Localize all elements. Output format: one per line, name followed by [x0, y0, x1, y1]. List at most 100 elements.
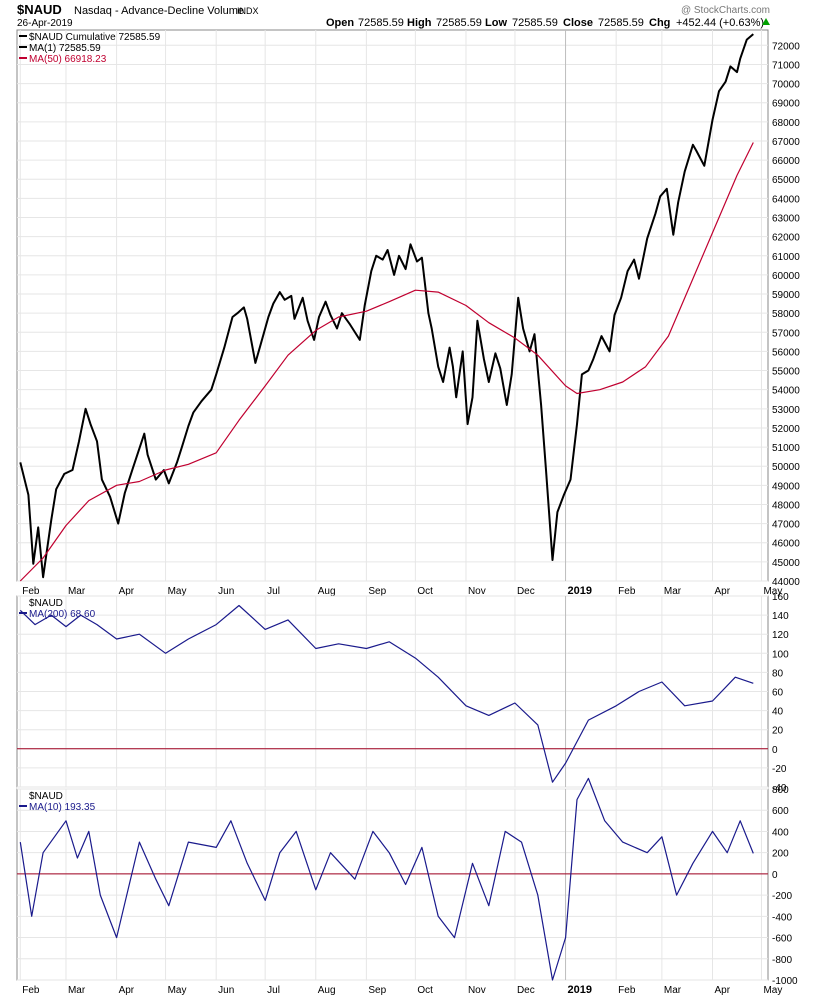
x-tick-label: Feb	[618, 586, 636, 597]
x-tick-label: Jul	[267, 985, 280, 996]
panel-frame	[16, 29, 769, 582]
x-tick-label: Dec	[517, 985, 535, 996]
y-tick-label: 47000	[772, 520, 800, 531]
y-tick-label: 59000	[772, 290, 800, 301]
low-value: 72585.59	[512, 17, 558, 29]
y-tick-label: 40	[772, 707, 784, 718]
ohlc-readout: Open 72585.59 High 72585.59 Low 72585.59…	[326, 17, 770, 29]
y-tick-label: 140	[772, 611, 789, 622]
x-tick-label: Nov	[468, 985, 486, 996]
header-date: 26-Apr-2019	[17, 18, 73, 29]
y-tick-label: 600	[772, 806, 789, 817]
high-label: High	[407, 17, 432, 29]
legend-entry: MA(200) 68.60	[29, 609, 96, 620]
series-line-ma-50	[19, 142, 754, 582]
up-triangle-icon	[762, 18, 770, 25]
x-tick-label: Nov	[468, 586, 486, 597]
chg-value: +452.44 (+0.63%)	[676, 17, 764, 29]
y-tick-label: -800	[772, 955, 792, 966]
x-tick-label: Mar	[664, 985, 682, 996]
y-tick-label: 68000	[772, 118, 800, 129]
y-tick-label: -200	[772, 891, 792, 902]
legend-entry: MA(50) 66918.23	[29, 54, 107, 65]
x-tick-label: May	[168, 985, 187, 996]
y-tick-label: -1000	[772, 976, 798, 987]
y-tick-label: 51000	[772, 443, 800, 454]
y-tick-label: 55000	[772, 367, 800, 378]
y-tick-label: 71000	[772, 60, 800, 71]
y-tick-label: 160	[772, 592, 789, 603]
x-tick-label: 2019	[568, 984, 592, 996]
panel-1: 44000 45000 46000 47000 48000 49000 50000 51000…	[16, 29, 800, 597]
y-tick-label: 54000	[772, 386, 800, 397]
x-tick-label: Feb	[22, 985, 40, 996]
legend-entry: MA(10) 193.35	[29, 802, 96, 813]
y-tick-label: 60000	[772, 271, 800, 282]
x-tick-label: Feb	[22, 586, 40, 597]
legend-title: $NAUD	[29, 791, 63, 802]
y-tick-label: 53000	[772, 405, 800, 416]
y-tick-label: -600	[772, 934, 792, 945]
x-tick-label: Apr	[119, 985, 135, 996]
x-tick-label: Oct	[417, 586, 433, 597]
y-tick-label: 0	[772, 745, 778, 756]
y-tick-label: 20	[772, 726, 784, 737]
y-tick-label: 58000	[772, 309, 800, 320]
x-tick-label: 2019	[568, 585, 592, 597]
open-value: 72585.59	[358, 17, 404, 29]
legend-entry: MA(1) 72585.59	[29, 43, 101, 54]
x-tick-label: Feb	[618, 985, 636, 996]
low-label: Low	[485, 17, 507, 29]
y-tick-label: 69000	[772, 99, 800, 110]
y-tick-label: 70000	[772, 80, 800, 91]
y-tick-label: 57000	[772, 328, 800, 339]
open-label: Open	[326, 17, 354, 29]
high-value: 72585.59	[436, 17, 482, 29]
y-tick-label: -400	[772, 912, 792, 923]
x-tick-label: Aug	[318, 985, 336, 996]
y-tick-label: 72000	[772, 41, 800, 52]
y-tick-label: 46000	[772, 539, 800, 550]
x-tick-label: Apr	[119, 586, 135, 597]
y-tick-label: 0	[772, 870, 778, 881]
panel-3: -1000-800-600-400-2000200400600800$NAUDM…	[16, 777, 798, 996]
y-tick-label: 80	[772, 668, 784, 679]
chg-label: Chg	[649, 17, 670, 29]
y-tick-label: 50000	[772, 462, 800, 473]
y-tick-label: 65000	[772, 175, 800, 186]
x-tick-label: Sep	[368, 985, 386, 996]
x-tick-label: Sep	[368, 586, 386, 597]
y-tick-label: -20	[772, 764, 787, 775]
legend-entry: $NAUD Cumulative 72585.59	[29, 32, 161, 43]
y-tick-label: 400	[772, 827, 789, 838]
y-tick-label: 63000	[772, 213, 800, 224]
y-tick-label: 60	[772, 688, 784, 699]
x-tick-label: Mar	[664, 586, 682, 597]
x-tick-label: Oct	[417, 985, 433, 996]
header-symbol: $NAUD	[17, 2, 62, 17]
y-tick-label: 66000	[772, 156, 800, 167]
y-tick-label: 48000	[772, 500, 800, 511]
y-tick-label: 45000	[772, 558, 800, 569]
x-tick-label: Jul	[267, 586, 280, 597]
series-line--naud-cumulative	[19, 33, 754, 579]
y-tick-label: 44000	[772, 577, 800, 588]
x-tick-label: Jun	[218, 586, 234, 597]
series-line-ma-200	[19, 604, 754, 783]
panel-2: -40 -20 0 20 40 60 80 100 120 140 160 $NAUDMA(200) …	[16, 592, 789, 794]
close-value: 72585.59	[598, 17, 644, 29]
x-tick-label: May	[763, 586, 782, 597]
y-tick-label: 120	[772, 630, 789, 641]
x-tick-label: Jun	[218, 985, 234, 996]
y-tick-label: 49000	[772, 481, 800, 492]
header-name: Nasdaq - Advance-Decline Volume	[74, 5, 244, 17]
x-tick-label: May	[763, 985, 782, 996]
series-line-ma-10	[19, 777, 754, 981]
y-tick-label: 67000	[772, 137, 800, 148]
y-tick-label: 64000	[772, 194, 800, 205]
close-label: Close	[563, 17, 593, 29]
y-tick-label: 100	[772, 649, 789, 660]
y-tick-label: 800	[772, 785, 789, 796]
x-tick-label: Mar	[68, 985, 86, 996]
x-tick-label: Apr	[714, 985, 730, 996]
